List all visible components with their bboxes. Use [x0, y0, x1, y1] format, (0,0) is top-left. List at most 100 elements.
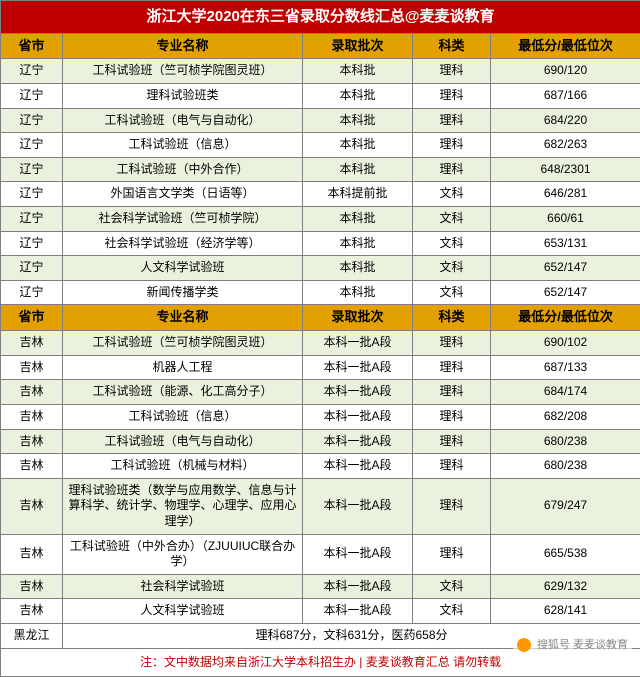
cell-prov: 吉林 [1, 478, 63, 534]
cell-subj: 理科 [413, 108, 491, 133]
table-row: 辽宁社会科学试验班（竺可桢学院）本科批文科660/61 [1, 206, 640, 231]
cell-batch: 本科一批A段 [303, 534, 413, 574]
cell-score: 682/208 [491, 405, 640, 430]
cell-major: 工科试验班（机械与材料） [63, 454, 303, 479]
cell-score: 687/166 [491, 83, 640, 108]
cell-batch: 本科一批A段 [303, 355, 413, 380]
admission-table: 浙江大学2020在东三省录取分数线汇总@麦麦谈教育省市专业名称录取批次科类最低分… [0, 0, 640, 677]
cell-major: 理科试验班类 [63, 83, 303, 108]
cell-batch: 本科批 [303, 256, 413, 281]
cell-major: 人文科学试验班 [63, 256, 303, 281]
cell-subj: 理科 [413, 429, 491, 454]
cell-major: 工科试验班（电气与自动化） [63, 108, 303, 133]
cell-score: 684/220 [491, 108, 640, 133]
cell-major: 理科试验班类（数学与应用数学、信息与计算科学、统计学、物理学、心理学、应用心理学… [63, 478, 303, 534]
cell-subj: 理科 [413, 534, 491, 574]
table-row: 辽宁工科试验班（中外合作）本科批理科648/2301 [1, 157, 640, 182]
cell-major: 人文科学试验班 [63, 599, 303, 624]
col-header: 省市 [1, 305, 63, 331]
cell-batch: 本科一批A段 [303, 454, 413, 479]
cell-score: 665/538 [491, 534, 640, 574]
cell-prov: 吉林 [1, 454, 63, 479]
cell-prov: 辽宁 [1, 231, 63, 256]
cell-prov: 吉林 [1, 574, 63, 599]
cell-major: 机器人工程 [63, 355, 303, 380]
cell-score: 690/120 [491, 59, 640, 84]
cell-batch: 本科批 [303, 206, 413, 231]
table-row: 吉林人文科学试验班本科一批A段文科628/141 [1, 599, 640, 624]
header-row: 省市专业名称录取批次科类最低分/最低位次 [1, 33, 640, 59]
cell-subj: 理科 [413, 157, 491, 182]
cell-batch: 本科一批A段 [303, 429, 413, 454]
cell-prov: 辽宁 [1, 59, 63, 84]
cell-score: 690/102 [491, 331, 640, 356]
col-header: 省市 [1, 33, 63, 59]
cell-subj: 文科 [413, 599, 491, 624]
table-row: 吉林理科试验班类（数学与应用数学、信息与计算科学、统计学、物理学、心理学、应用心… [1, 478, 640, 534]
cell-score: 660/61 [491, 206, 640, 231]
col-header: 科类 [413, 305, 491, 331]
cell-prov: 吉林 [1, 405, 63, 430]
cell-subj: 文科 [413, 182, 491, 207]
cell-prov: 黑龙江 [1, 623, 63, 648]
cell-subj: 理科 [413, 478, 491, 534]
table-row: 辽宁新闻传播学类本科批文科652/147 [1, 280, 640, 305]
cell-major: 工科试验班（信息） [63, 133, 303, 158]
cell-subj: 理科 [413, 83, 491, 108]
cell-prov: 辽宁 [1, 256, 63, 281]
cell-subj: 理科 [413, 331, 491, 356]
col-header: 专业名称 [63, 305, 303, 331]
cell-major: 社会科学试验班（经济学等） [63, 231, 303, 256]
cell-score: 687/133 [491, 355, 640, 380]
cell-prov: 吉林 [1, 429, 63, 454]
cell-subj: 理科 [413, 59, 491, 84]
cell-batch: 本科批 [303, 83, 413, 108]
cell-major: 工科试验班（能源、化工高分子） [63, 380, 303, 405]
table-row: 吉林工科试验班（电气与自动化）本科一批A段理科680/238 [1, 429, 640, 454]
cell-prov: 辽宁 [1, 83, 63, 108]
col-header: 最低分/最低位次 [491, 33, 640, 59]
col-header: 录取批次 [303, 305, 413, 331]
cell-score: 680/238 [491, 429, 640, 454]
cell-subj: 文科 [413, 574, 491, 599]
cell-subj: 文科 [413, 231, 491, 256]
cell-prov: 吉林 [1, 599, 63, 624]
cell-prov: 吉林 [1, 331, 63, 356]
table-row: 吉林工科试验班（竺可桢学院图灵班）本科一批A段理科690/102 [1, 331, 640, 356]
cell-batch: 本科一批A段 [303, 380, 413, 405]
cell-subj: 理科 [413, 380, 491, 405]
table-row: 吉林工科试验班（机械与材料）本科一批A段理科680/238 [1, 454, 640, 479]
table-row: 辽宁工科试验班（电气与自动化）本科批理科684/220 [1, 108, 640, 133]
table-row: 吉林工科试验班（信息）本科一批A段理科682/208 [1, 405, 640, 430]
cell-subj: 理科 [413, 355, 491, 380]
title-row: 浙江大学2020在东三省录取分数线汇总@麦麦谈教育 [1, 1, 640, 34]
cell-subj: 理科 [413, 133, 491, 158]
cell-score: 628/141 [491, 599, 640, 624]
cell-major: 工科试验班（竺可桢学院图灵班） [63, 331, 303, 356]
cell-score: 629/132 [491, 574, 640, 599]
cell-batch: 本科批 [303, 231, 413, 256]
col-header: 专业名称 [63, 33, 303, 59]
cell-batch: 本科一批A段 [303, 574, 413, 599]
cell-score: 679/247 [491, 478, 640, 534]
cell-major: 社会科学试验班（竺可桢学院） [63, 206, 303, 231]
cell-batch: 本科批 [303, 157, 413, 182]
cell-batch: 本科提前批 [303, 182, 413, 207]
watermark-text: 搜狐号 麦麦谈教育 [537, 639, 628, 651]
table-row: 辽宁社会科学试验班（经济学等）本科批文科653/131 [1, 231, 640, 256]
cell-score: 652/147 [491, 256, 640, 281]
table-row: 辽宁理科试验班类本科批理科687/166 [1, 83, 640, 108]
watermark: 搜狐号 麦麦谈教育 [513, 635, 632, 653]
col-header: 科类 [413, 33, 491, 59]
cell-major: 新闻传播学类 [63, 280, 303, 305]
col-header: 最低分/最低位次 [491, 305, 640, 331]
table-row: 吉林工科试验班（能源、化工高分子）本科一批A段理科684/174 [1, 380, 640, 405]
cell-score: 680/238 [491, 454, 640, 479]
cell-batch: 本科一批A段 [303, 478, 413, 534]
table-row: 辽宁人文科学试验班本科批文科652/147 [1, 256, 640, 281]
cell-prov: 辽宁 [1, 133, 63, 158]
cell-score: 652/147 [491, 280, 640, 305]
col-header: 录取批次 [303, 33, 413, 59]
table-row: 吉林社会科学试验班本科一批A段文科629/132 [1, 574, 640, 599]
cell-prov: 辽宁 [1, 182, 63, 207]
